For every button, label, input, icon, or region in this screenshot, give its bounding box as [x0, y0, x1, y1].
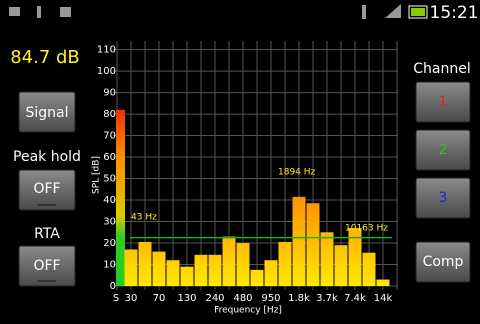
x-tick-label: 3.7k — [316, 293, 338, 304]
y-tick-label: 50 — [103, 174, 116, 185]
bar — [292, 196, 306, 286]
x-tick-label: S — [113, 293, 119, 304]
bar — [264, 260, 278, 286]
signal-button[interactable] — [18, 91, 76, 133]
channel-3-button[interactable] — [415, 177, 471, 219]
bar — [138, 241, 152, 286]
x-tick-label: 30 — [125, 293, 138, 304]
level-bar — [116, 109, 125, 286]
channel-1-button[interactable] — [415, 81, 471, 123]
channel-3-label: 3 — [439, 190, 448, 206]
y-tick-label: 60 — [103, 152, 116, 163]
signal-button-label: Signal — [25, 105, 68, 121]
toggle-indicator — [38, 204, 56, 206]
toggle-indicator — [38, 280, 56, 282]
bar — [166, 260, 180, 286]
bar — [222, 236, 236, 286]
bar — [376, 279, 390, 286]
y-tick-label: 110 — [97, 45, 116, 56]
channel-1-label: 1 — [439, 94, 448, 110]
bar — [320, 232, 334, 286]
x-tick-label: 480 — [233, 293, 252, 304]
rta-label: RTA — [34, 226, 60, 242]
y-tick-label: 90 — [103, 88, 116, 99]
channel-label: Channel — [413, 61, 470, 77]
y-tick-label: 10 — [103, 260, 116, 271]
x-tick-label: 950 — [261, 293, 280, 304]
bar — [278, 241, 292, 286]
clock: 15:21 — [430, 3, 479, 23]
peak-annotation: 1894 Hz — [278, 168, 316, 178]
channel-2-button[interactable] — [415, 129, 471, 171]
x-tick-label: 7.4k — [344, 293, 366, 304]
x-tick-label: 240 — [205, 293, 224, 304]
channel-2-label: 2 — [439, 142, 448, 158]
bar — [152, 251, 166, 286]
bar — [194, 254, 208, 286]
y-tick-label: 30 — [103, 217, 116, 228]
bar — [208, 254, 222, 286]
bar — [362, 252, 376, 286]
peak-hold-label: Peak hold — [13, 149, 81, 165]
x-tick-label: 70 — [153, 293, 166, 304]
x-axis-title: Frequency [Hz] — [214, 306, 282, 316]
peak-annotation: 43 Hz — [131, 213, 157, 223]
bar — [180, 266, 194, 286]
bar — [306, 203, 320, 286]
bar — [334, 245, 348, 286]
status-icons — [9, 4, 428, 19]
y-tick-label: 100 — [97, 66, 116, 77]
bar — [124, 249, 138, 286]
rta-button[interactable] — [18, 245, 76, 287]
y-axis-title: SPL [dB] — [92, 156, 102, 194]
y-tick-label: 20 — [103, 238, 116, 249]
bar — [348, 227, 362, 286]
bar — [250, 269, 264, 286]
comp-button[interactable] — [415, 241, 471, 283]
x-tick-label: 1.8k — [288, 293, 310, 304]
peak-hold-state: OFF — [33, 181, 60, 197]
y-tick-label: 70 — [103, 131, 116, 142]
y-tick-label: 0 — [110, 281, 116, 292]
bar — [236, 243, 250, 286]
peak-hold-button[interactable] — [18, 169, 76, 211]
rta-state: OFF — [33, 258, 60, 274]
status-bar — [0, 0, 480, 24]
y-tick-label: 40 — [103, 195, 116, 206]
comp-label: Comp — [423, 254, 464, 270]
peak-annotation: 10163 Hz — [345, 224, 388, 234]
level-display: 84.7 dB — [10, 47, 80, 68]
x-tick-label: 14k — [374, 293, 393, 304]
y-tick-label: 80 — [103, 109, 116, 120]
x-tick-label: 130 — [177, 293, 196, 304]
